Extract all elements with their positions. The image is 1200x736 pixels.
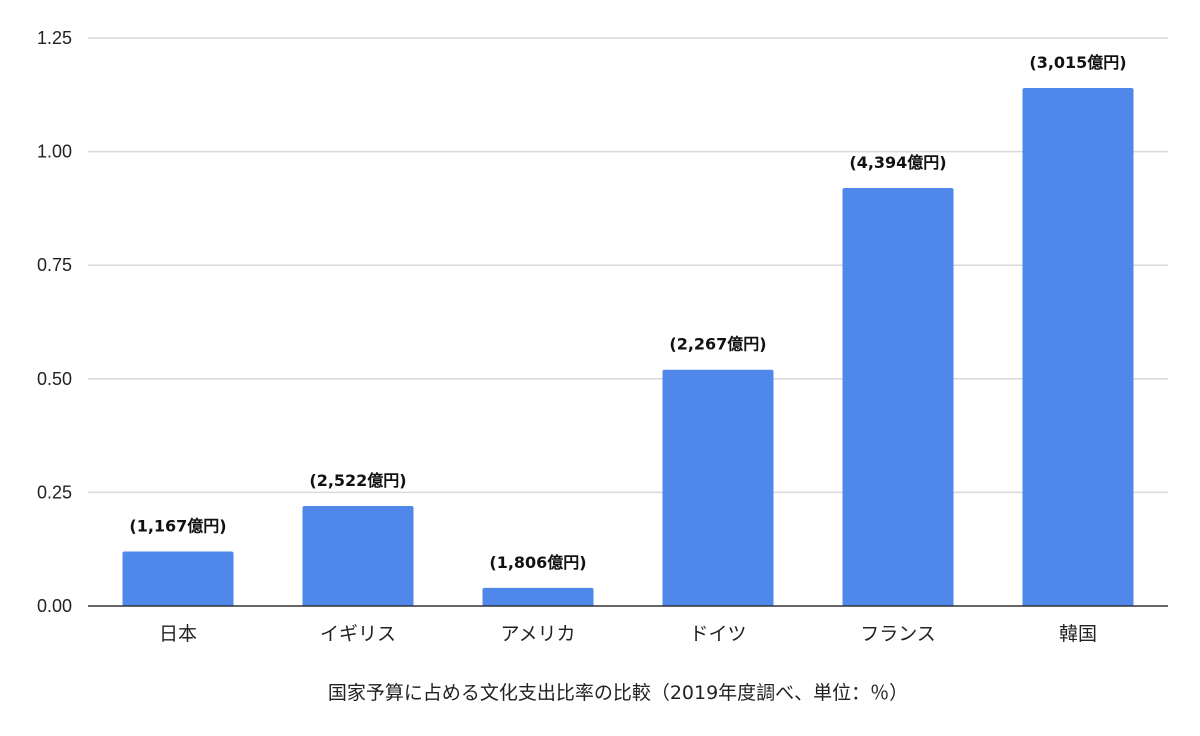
x-axis-title: 国家予算に占める文化支出比率の比較（2019年度調べ、単位：％） xyxy=(328,682,908,704)
y-tick-label: 1.00 xyxy=(37,142,72,162)
category-label-1: イギリス xyxy=(320,623,396,645)
category-label-0: 日本 xyxy=(159,623,197,645)
category-label-3: ドイツ xyxy=(689,623,746,645)
category-label-5: 韓国 xyxy=(1059,623,1097,645)
data-label-0: (1,167億円) xyxy=(129,516,226,535)
y-tick-label: 0.50 xyxy=(37,369,72,389)
bar-4 xyxy=(842,187,954,606)
y-tick-label: 0.75 xyxy=(37,255,72,275)
data-label-4: (4,394億円) xyxy=(849,153,946,172)
gridlines xyxy=(88,37,1168,494)
y-axis-ticks: 0.00 0.25 0.50 0.75 1.00 1.25 xyxy=(37,28,72,616)
data-label-5: (3,015億円) xyxy=(1029,53,1126,72)
bar-1 xyxy=(302,506,414,606)
category-label-4: フランス xyxy=(860,623,936,645)
data-labels: (1,167億円) (2,522億円) (1,806億円) (2,267億円) (4,3… xyxy=(129,53,1126,572)
bar-2 xyxy=(482,587,594,606)
category-label-2: アメリカ xyxy=(500,623,575,645)
bars xyxy=(122,87,1134,606)
bar-0 xyxy=(122,551,234,606)
y-tick-label: 1.25 xyxy=(37,28,72,48)
x-axis-categories: 日本 イギリス アメリカ ドイツ フランス 韓国 xyxy=(159,623,1097,645)
data-label-1: (2,522億円) xyxy=(309,471,406,490)
data-label-3: (2,267億円) xyxy=(669,335,766,354)
data-label-2: (1,806億円) xyxy=(489,553,586,572)
bar-5 xyxy=(1022,87,1134,606)
y-tick-label: 0.00 xyxy=(37,596,72,616)
bar-3 xyxy=(662,369,774,606)
y-tick-label: 0.25 xyxy=(37,482,72,502)
